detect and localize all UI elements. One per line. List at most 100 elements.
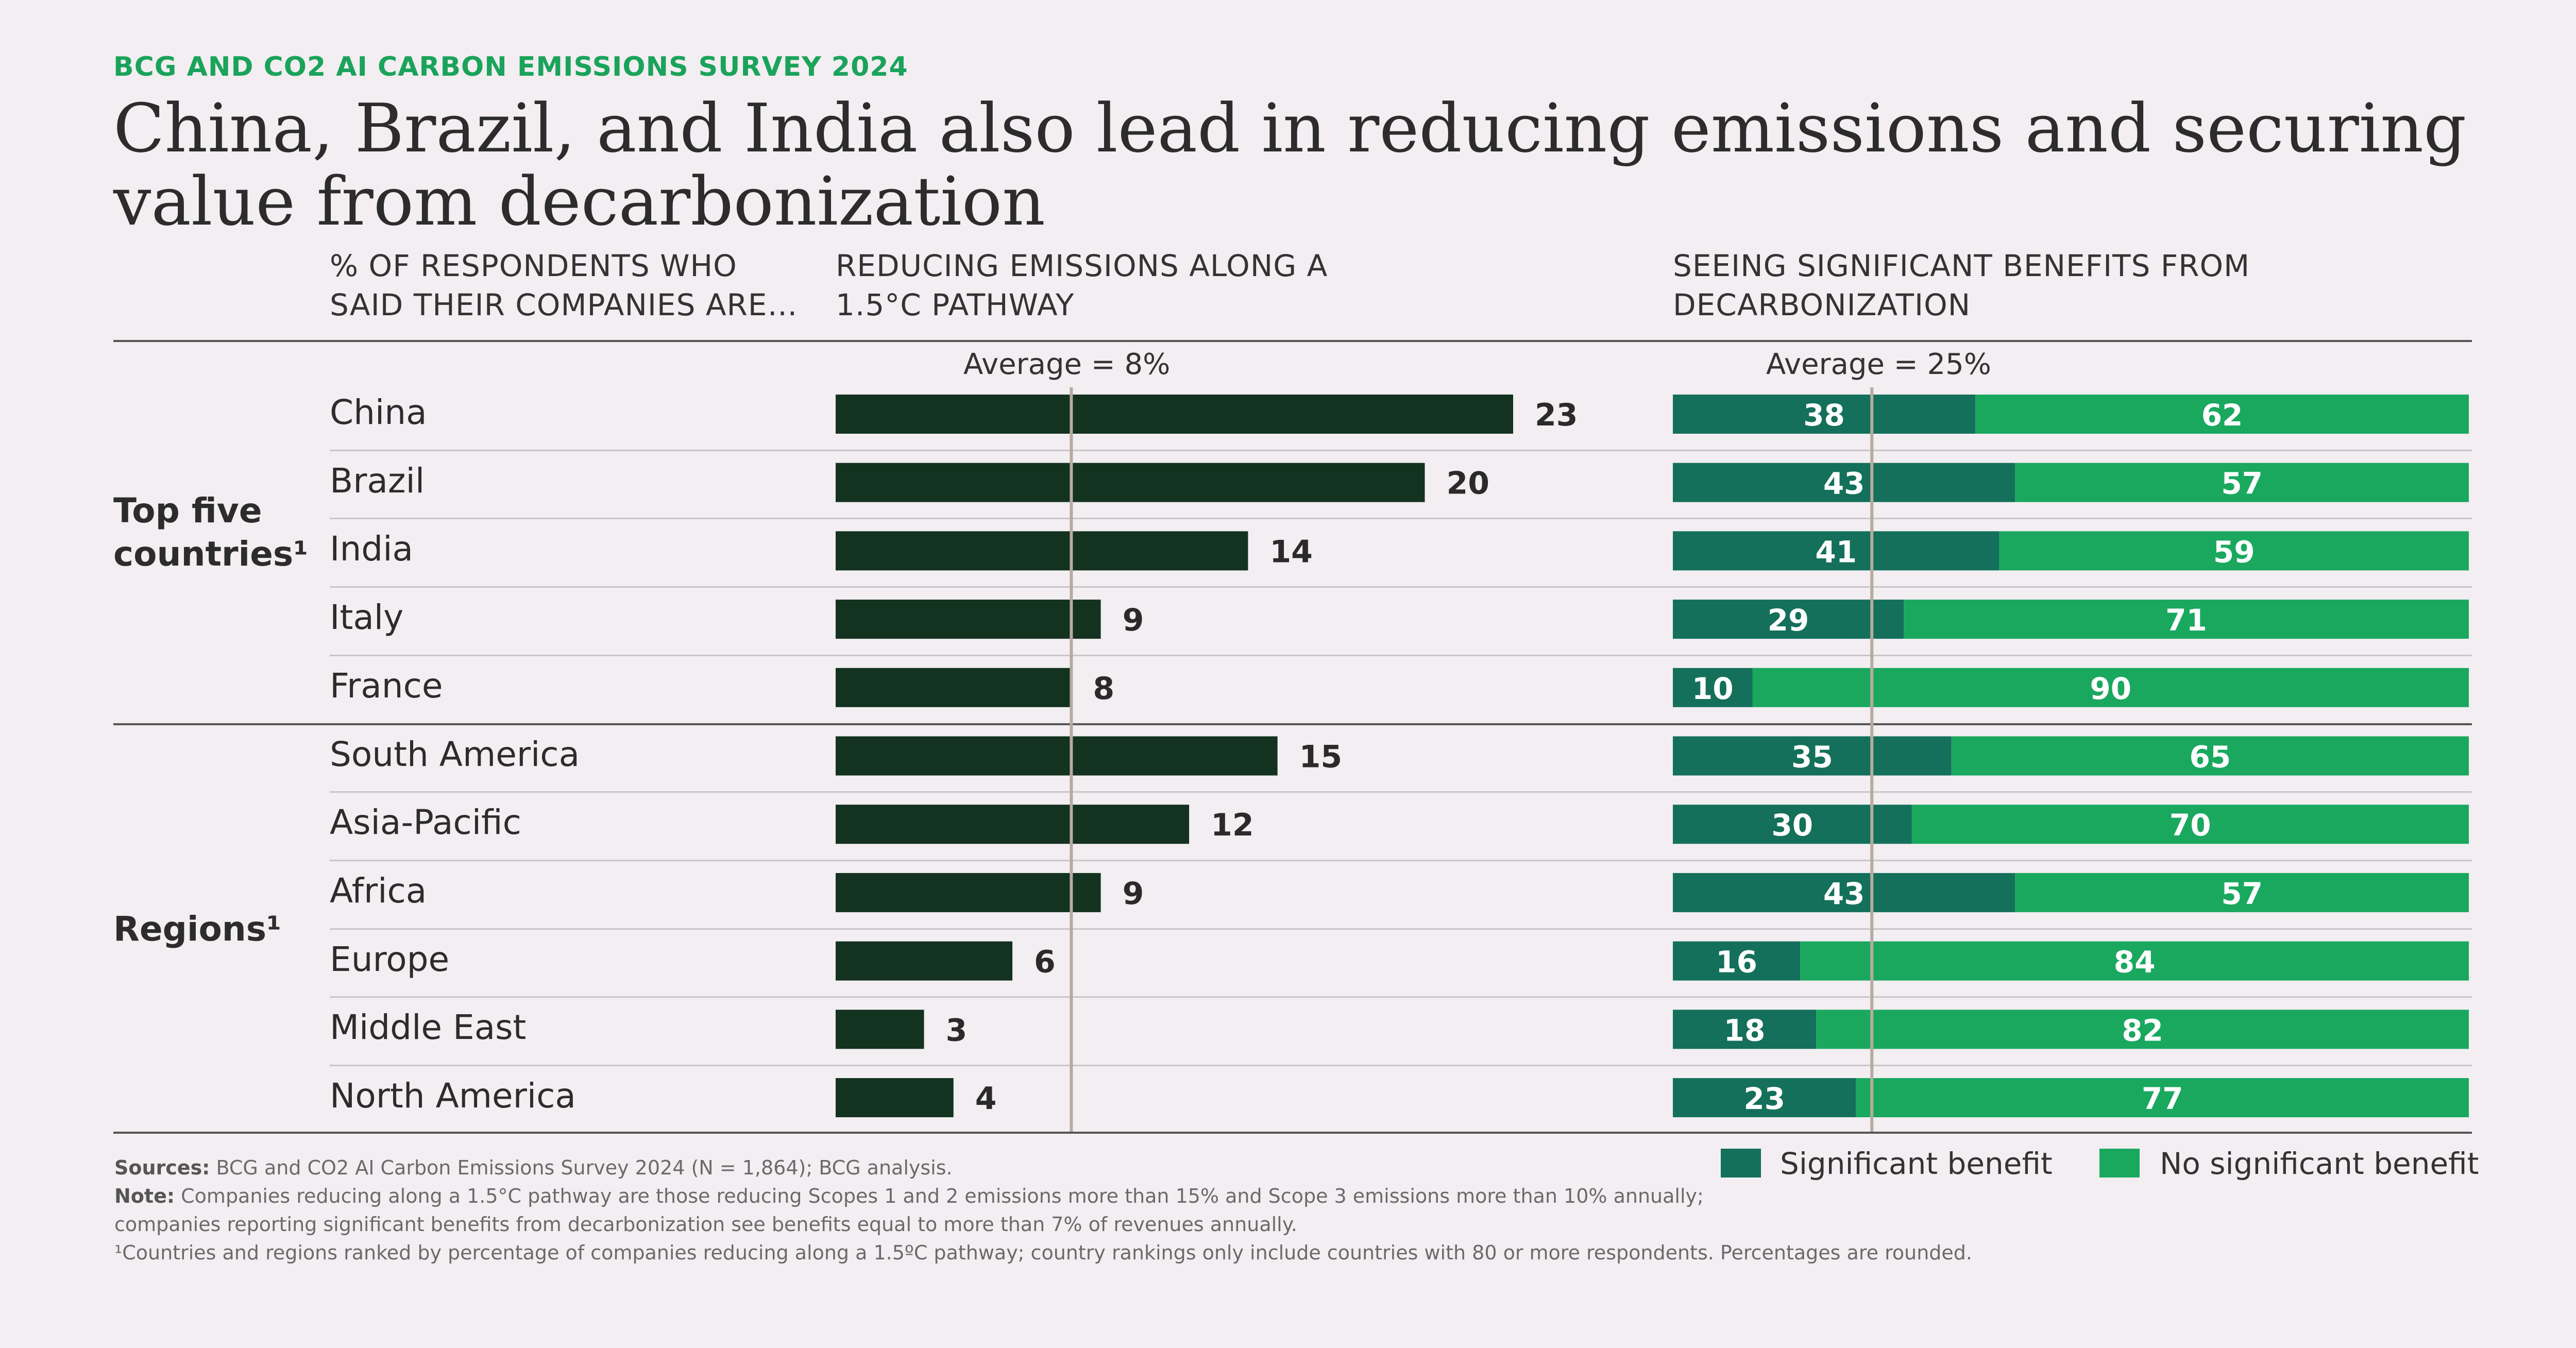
significant-benefit-bar: [1673, 736, 1952, 776]
row-label: Asia-Pacific: [330, 803, 521, 843]
significant-benefit-bar: [1673, 531, 1999, 571]
significant-benefit-bar: [1673, 1078, 1856, 1117]
sources-line: Sources: BCG and CO2 AI Carbon Emissions…: [114, 1154, 2124, 1182]
note-text: Companies reducing along a 1.5°C pathway…: [181, 1185, 1704, 1207]
no-significant-benefit-bar: [1904, 600, 2469, 639]
no-significant-value-label: 65: [2190, 740, 2231, 775]
significant-value-label: 23: [1743, 1081, 1785, 1116]
group-separator: [113, 723, 2472, 725]
row-label: China: [330, 393, 427, 432]
column-header-benefits: SEEING SIGNIFICANT BENEFITS FROM DECARBO…: [1673, 248, 2250, 322]
no-significant-value-label: 77: [2142, 1081, 2183, 1116]
row-separator: [330, 654, 2472, 656]
legend-label-no-significant: No significant benefit: [2160, 1146, 2479, 1181]
note-line-2: companies reporting significant benefits…: [114, 1213, 1297, 1236]
significant-value-label: 43: [1823, 876, 1865, 911]
group-label-top-five: Top five countries¹: [113, 491, 309, 574]
row-label: Middle East: [330, 1008, 527, 1048]
row-separator: [330, 928, 2472, 930]
reducing-value-label: 20: [1446, 466, 1489, 502]
significant-benefit-bar: [1673, 1010, 1817, 1049]
no-significant-benefit-bar: [1816, 1010, 2469, 1049]
row-separator: [330, 449, 2472, 451]
no-significant-benefit-bar: [1951, 736, 2469, 776]
row-label: India: [330, 529, 413, 569]
significant-value-label: 30: [1771, 808, 1813, 843]
no-significant-benefit-bar: [1975, 395, 2469, 434]
significant-value-label: 18: [1724, 1013, 1766, 1048]
significant-value-label: 41: [1815, 534, 1857, 569]
no-significant-benefit-bar: [1856, 1078, 2469, 1117]
row-label: South America: [330, 734, 580, 774]
reducing-bar: [836, 395, 1513, 434]
no-significant-benefit-bar: [1800, 941, 2469, 981]
reducing-value-label: 15: [1299, 739, 1343, 775]
row-label: Africa: [330, 871, 427, 911]
significant-value-label: 29: [1768, 603, 1809, 638]
reducing-bar: [836, 463, 1425, 502]
no-significant-value-label: 71: [2165, 603, 2207, 638]
sources-text: BCG and CO2 AI Carbon Emissions Survey 2…: [216, 1156, 953, 1179]
significant-benefit-bar: [1673, 873, 2015, 912]
reducing-bar: [836, 1078, 954, 1117]
note-label: Note:: [114, 1185, 175, 1207]
row-separator: [330, 518, 2472, 520]
header-rule: [113, 340, 2472, 342]
group-label-regions: Regions¹: [113, 909, 281, 949]
row-label: France: [330, 666, 443, 706]
average-label-benefits: Average = 25%: [1766, 348, 1991, 381]
row-separator: [330, 859, 2472, 861]
average-label-reducing: Average = 8%: [963, 348, 1171, 381]
reducing-bar: [836, 1010, 924, 1049]
reducing-value-label: 3: [946, 1012, 968, 1048]
row-separator: [330, 586, 2472, 588]
row-separator: [330, 1065, 2472, 1066]
kicker: BCG AND CO2 AI CARBON EMISSIONS SURVEY 2…: [113, 52, 908, 82]
significant-benefit-bar: [1673, 668, 1753, 707]
row-label: Italy: [330, 598, 404, 638]
significant-value-label: 35: [1791, 740, 1833, 775]
reducing-bar: [836, 736, 1278, 776]
reducing-bar: [836, 531, 1248, 571]
significant-value-label: 16: [1716, 945, 1757, 980]
bottom-rule: [113, 1132, 2472, 1134]
row-separator: [330, 791, 2472, 793]
reducing-value-label: 8: [1093, 671, 1114, 707]
no-significant-value-label: 62: [2201, 398, 2243, 433]
notes: Sources: BCG and CO2 AI Carbon Emissions…: [114, 1154, 2124, 1267]
reducing-value-label: 4: [975, 1081, 997, 1117]
significant-value-label: 43: [1823, 466, 1865, 501]
significant-value-label: 38: [1803, 398, 1845, 433]
reducing-value-label: 9: [1123, 876, 1144, 912]
row-label: Europe: [330, 939, 450, 979]
reducing-value-label: 12: [1211, 807, 1254, 843]
significant-benefit-bar: [1673, 600, 1904, 639]
row-label: Brazil: [330, 460, 425, 501]
reducing-bar: [836, 600, 1101, 639]
chart-title: China, Brazil, and India also lead in re…: [113, 89, 2467, 241]
no-significant-value-label: 59: [2213, 534, 2255, 569]
row-label: North America: [330, 1076, 576, 1116]
column-header-reducing: REDUCING EMISSIONS ALONG A 1.5°C PATHWAY: [836, 248, 1328, 322]
no-significant-benefit-bar: [2015, 873, 2469, 912]
legend-swatch-significant: [1721, 1149, 1761, 1178]
reducing-bar: [836, 668, 1072, 707]
no-significant-benefit-bar: [1911, 805, 2469, 844]
no-significant-value-label: 84: [2114, 945, 2156, 980]
reducing-bar: [836, 805, 1190, 844]
note-line: Note: Companies reducing along a 1.5°C p…: [114, 1182, 2124, 1210]
no-significant-value-label: 82: [2122, 1013, 2163, 1048]
legend-label-significant: Significant benefit: [1780, 1146, 2053, 1181]
reducing-value-label: 14: [1269, 534, 1313, 570]
significant-benefit-bar: [1673, 395, 1976, 434]
reducing-value-label: 23: [1535, 397, 1578, 433]
no-significant-benefit-bar: [2015, 463, 2469, 502]
no-significant-value-label: 70: [2170, 808, 2211, 843]
reducing-bar: [836, 873, 1101, 912]
reducing-value-label: 9: [1123, 602, 1144, 638]
no-significant-value-label: 57: [2221, 466, 2263, 501]
significant-value-label: 10: [1692, 671, 1734, 706]
row-separator: [330, 996, 2472, 998]
no-significant-value-label: 57: [2221, 876, 2263, 911]
no-significant-benefit-bar: [1999, 531, 2469, 571]
